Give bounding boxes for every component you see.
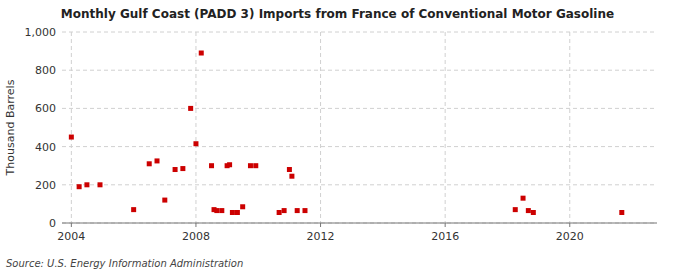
point [219, 208, 224, 213]
y-grid-line [62, 146, 657, 147]
point [531, 210, 536, 215]
point [277, 210, 282, 215]
x-grid-line [195, 32, 196, 223]
point [180, 166, 185, 171]
point [188, 106, 193, 111]
point [295, 208, 300, 213]
point [302, 208, 307, 213]
y-tick-label: 0 [49, 217, 56, 230]
point [526, 208, 531, 213]
point [235, 210, 240, 215]
y-tick-label: 800 [35, 64, 56, 77]
point [155, 158, 160, 163]
grid [62, 32, 657, 223]
x-tick-mark [569, 223, 570, 227]
point [513, 207, 518, 212]
point [162, 198, 167, 203]
y-grid-line [62, 32, 657, 33]
x-tick-label: 2012 [307, 230, 335, 243]
x-tick-mark [71, 223, 72, 227]
x-tick-mark [445, 223, 446, 227]
point [199, 51, 204, 56]
y-grid-line [62, 70, 657, 71]
x-tick-label: 2008 [182, 230, 210, 243]
point [131, 207, 136, 212]
point [619, 210, 624, 215]
point [69, 135, 74, 140]
background [0, 0, 675, 275]
y-tick-label: 200 [35, 179, 56, 192]
y-tick-label: 600 [35, 102, 56, 115]
x-tick-label: 2004 [57, 230, 85, 243]
point [214, 208, 219, 213]
point [84, 182, 89, 187]
point [173, 167, 178, 172]
point [287, 167, 292, 172]
y-grid-line [62, 184, 657, 185]
x-grid-line [71, 32, 72, 223]
point [227, 162, 232, 167]
point [289, 174, 294, 179]
y-grid-line [62, 223, 657, 224]
point [77, 184, 82, 189]
x-axis-line [62, 223, 657, 224]
x-tick-label: 2020 [556, 230, 584, 243]
point [147, 161, 152, 166]
y-grid-line [62, 108, 657, 109]
x-grid-line [445, 32, 446, 223]
point [193, 141, 198, 146]
point [209, 163, 214, 168]
y-tick-label: 400 [35, 141, 56, 154]
point [521, 196, 526, 201]
x-tick-label: 2016 [431, 230, 459, 243]
title: Monthly Gulf Coast (PADD 3) Imports from… [61, 7, 614, 21]
x-tick-mark [195, 223, 196, 227]
y-tick-label: 1,000 [25, 26, 57, 39]
point [98, 182, 103, 187]
point [253, 163, 258, 168]
y-axis-label: Thousand Barrels [4, 79, 17, 176]
points [69, 51, 624, 215]
source: Source: U.S. Energy Information Administ… [6, 258, 243, 269]
chart: Monthly Gulf Coast (PADD 3) Imports from… [0, 0, 675, 275]
x-tick-mark [320, 223, 321, 227]
x-grid-line [320, 32, 321, 223]
point [248, 163, 253, 168]
point [230, 210, 235, 215]
point [282, 208, 287, 213]
point [240, 204, 245, 209]
x-grid-line [569, 32, 570, 223]
